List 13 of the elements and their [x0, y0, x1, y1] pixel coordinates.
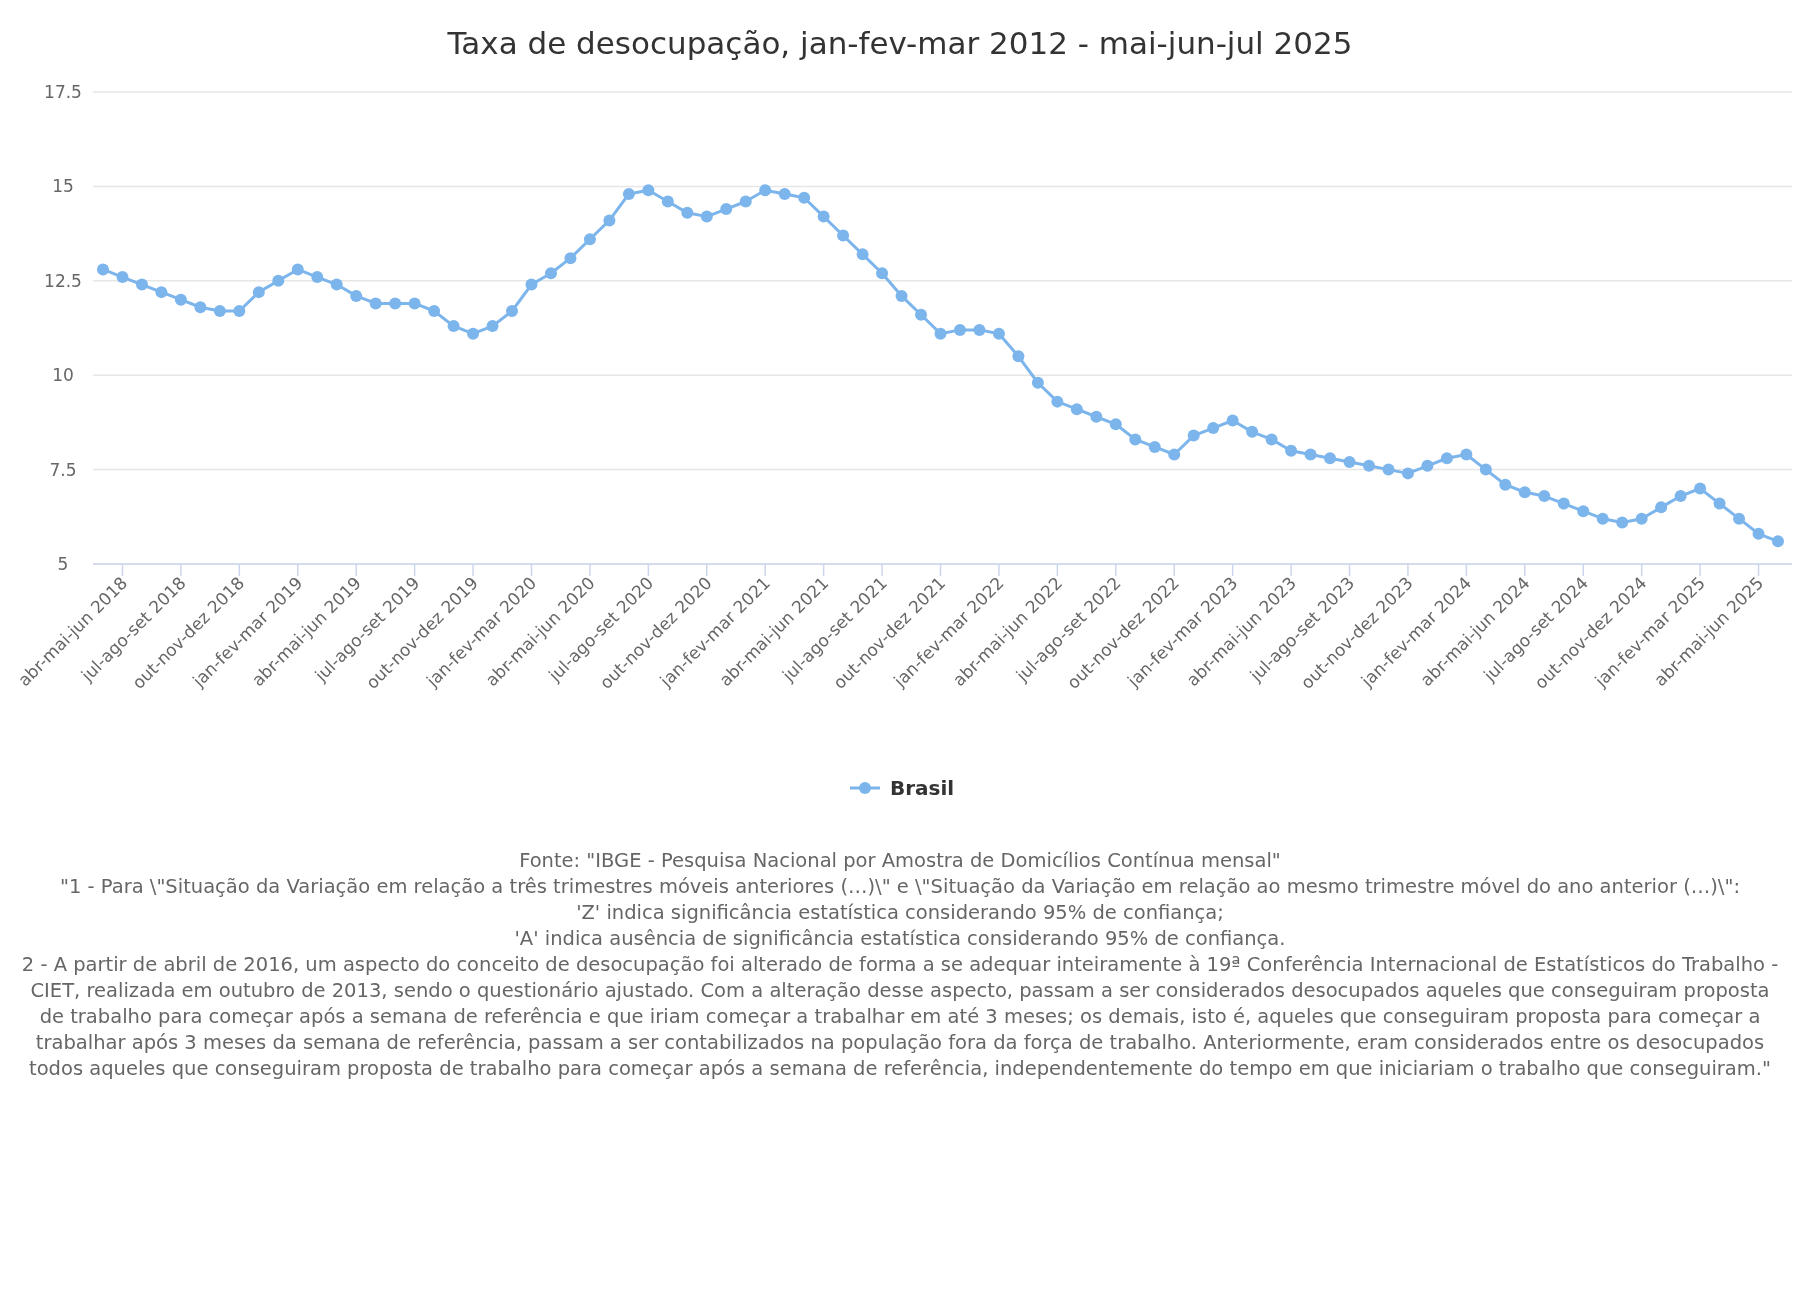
text: "1 - Para \"Situação da Variação em relação a três trimestres móveis anteriores (…)\" e \"Situação da Variação em relação ao mesmo trimestre móvel do ano anterior (…)\":	[59, 874, 1741, 900]
y-tick-label: 5	[57, 554, 69, 574]
y-tick-label: 15	[52, 176, 74, 197]
y-tick-label: 7.5	[49, 459, 77, 480]
text: 'Z' indica significância estatística considerando 95% de confiança;	[575, 900, 1225, 926]
source-note: Fonte: "IBGE - Pesquisa Nacional por Amostra de Domicílios Contínua mensal"	[518, 848, 1282, 874]
chart-title: Taxa de desocupação, jan-fev-mar 2012 - mai-jun-jul 2025	[446, 25, 1353, 61]
y-tick-label: 10	[52, 365, 74, 386]
text: 'A' indica ausência de significância estatística considerando 95% de confiança.	[513, 926, 1287, 952]
y-tick-label: 17.5	[44, 82, 82, 102]
y-tick-label: 12.5	[44, 270, 82, 291]
text: 2 - A partir de abril de 2016, um aspecto do conceito de desocupação foi alterado de forma a se adequar inteiramente à 19ª Conferência Internacional de Estatísticos do Trabalho - CIET, realizada em outubro de 2013, sendo o questionário ajustado. Com a alteração desse aspecto, passam a ser considerados desocupados aqueles que conseguiram proposta de trabalho para começar após a semana de referência e que iriam começar a trabalhar em até 3 meses; os demais, isto é, aqueles que conseguiram proposta para começar a trabalhar após 3 meses da semana de referência, passam a ser contabilizados na população fora da força de trabalho. Anteriormente, eram considerados entre os desocupados todos aqueles que conseguiram proposta de trabalho para começar após a semana de referência, independentemente do tempo em que iniciariam o trabalho que conseguiram."	[20, 952, 1780, 1082]
legend-label: Brasil	[890, 776, 955, 800]
